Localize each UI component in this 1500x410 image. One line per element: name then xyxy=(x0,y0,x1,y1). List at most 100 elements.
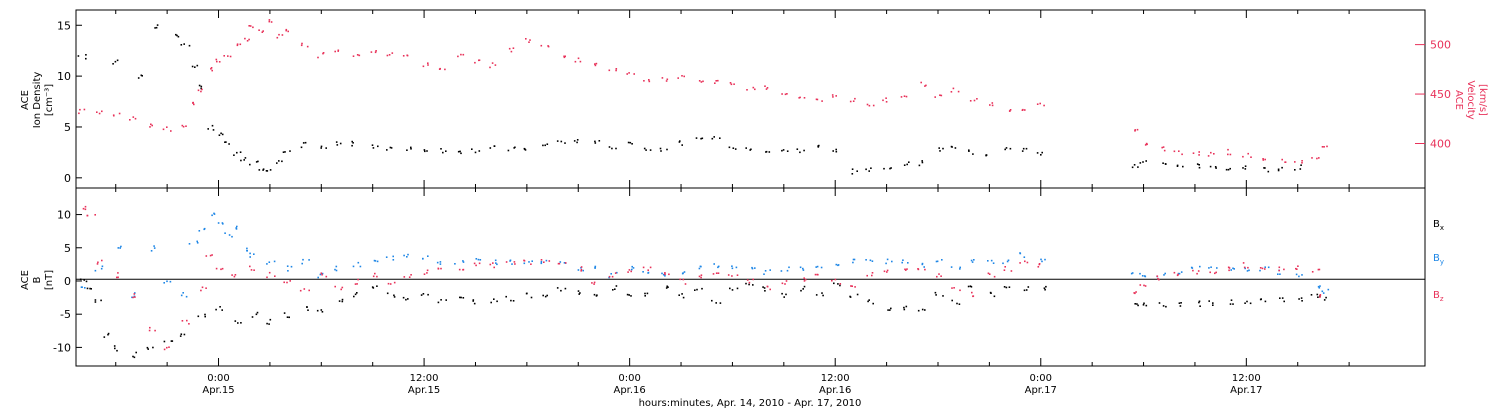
data-point-c0-s0 xyxy=(643,147,646,150)
data-point-c0-s1 xyxy=(151,124,153,127)
data-point-c1-s0 xyxy=(79,278,82,281)
top-left-tick-label: 10 xyxy=(57,70,71,83)
bottom-legend: Bx By Bz xyxy=(1433,219,1444,303)
data-point-c1-s2 xyxy=(437,267,440,270)
top-left-tick-label: 15 xyxy=(57,19,71,32)
data-point-c1-s0 xyxy=(1158,302,1161,304)
data-point-c0-s1 xyxy=(374,51,377,54)
data-point-c1-s0 xyxy=(856,293,859,296)
data-point-c1-s2 xyxy=(86,214,89,217)
data-point-c0-s0 xyxy=(666,148,668,151)
data-point-c1-s2 xyxy=(940,275,942,277)
data-point-c1-s2 xyxy=(682,278,685,281)
data-point-c1-s0 xyxy=(221,309,223,311)
data-point-c0-s0 xyxy=(1229,167,1231,170)
data-point-c1-s2 xyxy=(205,287,207,289)
data-point-c0-s1 xyxy=(352,55,355,57)
data-point-c0-s1 xyxy=(322,52,324,55)
data-point-c1-s1 xyxy=(273,260,276,263)
data-point-c0-s0 xyxy=(750,148,752,151)
data-point-c1-s1 xyxy=(1264,266,1266,268)
data-point-c0-s1 xyxy=(957,90,960,93)
data-point-c1-s0 xyxy=(1301,300,1303,302)
data-point-c1-s0 xyxy=(1044,288,1046,291)
data-point-c1-s2 xyxy=(101,259,103,262)
data-point-c1-s2 xyxy=(540,259,543,261)
data-point-c0-s0 xyxy=(611,147,613,150)
data-point-c0-s0 xyxy=(236,151,238,154)
data-point-c0-s1 xyxy=(715,80,717,82)
data-point-c0-s0 xyxy=(445,150,447,152)
data-point-c1-s1 xyxy=(1164,272,1166,275)
data-point-c0-s0 xyxy=(649,149,652,151)
data-point-c1-s2 xyxy=(299,289,302,292)
data-point-c0-s0 xyxy=(424,150,426,153)
data-point-c0-s1 xyxy=(925,84,927,87)
data-point-c1-s1 xyxy=(902,259,904,261)
data-point-c1-s0 xyxy=(338,300,341,302)
data-point-c0-s1 xyxy=(192,102,194,104)
data-point-c0-s0 xyxy=(176,34,178,37)
data-point-c0-s1 xyxy=(563,56,566,59)
data-point-c0-s0 xyxy=(372,147,375,149)
data-point-c1-s1 xyxy=(169,280,172,283)
data-point-c1-s0 xyxy=(667,286,669,288)
data-point-c1-s2 xyxy=(1319,296,1321,298)
data-point-c0-s0 xyxy=(371,144,374,146)
data-point-c0-s0 xyxy=(950,145,953,148)
data-point-c1-s0 xyxy=(371,286,374,288)
data-point-c1-s1 xyxy=(891,260,893,263)
bottom-panel-frame xyxy=(75,187,1426,367)
data-point-c1-s2 xyxy=(530,263,532,265)
data-point-c0-s0 xyxy=(460,152,462,155)
data-point-c0-s0 xyxy=(257,160,259,163)
data-point-c1-s2 xyxy=(748,281,751,284)
data-point-c1-s0 xyxy=(197,315,200,318)
data-point-c0-s0 xyxy=(921,160,923,162)
data-point-c1-s0 xyxy=(564,287,567,290)
data-point-c1-s1 xyxy=(403,254,405,257)
data-point-c0-s0 xyxy=(423,149,426,151)
data-point-c1-s1 xyxy=(885,262,887,265)
data-point-c1-s1 xyxy=(1244,267,1246,270)
data-point-c1-s2 xyxy=(1278,269,1280,272)
data-point-c1-s0 xyxy=(612,289,614,291)
data-point-c1-s0 xyxy=(440,299,442,301)
data-point-c0-s1 xyxy=(252,26,254,29)
data-point-c1-s0 xyxy=(94,301,97,303)
data-point-c1-s2 xyxy=(917,268,919,270)
data-point-c0-s1 xyxy=(356,54,359,56)
data-point-c1-s2 xyxy=(1297,265,1299,267)
data-point-c0-s1 xyxy=(170,130,172,132)
data-point-c1-s1 xyxy=(610,273,612,275)
data-point-c1-s1 xyxy=(816,265,819,268)
data-point-c1-s0 xyxy=(113,345,116,347)
data-point-c1-s2 xyxy=(1038,263,1041,266)
data-point-c0-s1 xyxy=(227,55,229,57)
data-point-c1-s1 xyxy=(681,272,684,275)
data-point-c1-s2 xyxy=(987,272,990,275)
data-point-c1-s1 xyxy=(717,266,719,269)
data-point-c1-s2 xyxy=(1278,266,1281,269)
data-point-c0-s1 xyxy=(98,112,101,115)
data-point-c0-s0 xyxy=(851,168,854,170)
data-point-c0-s0 xyxy=(627,141,630,144)
data-point-c0-s0 xyxy=(406,149,408,151)
data-point-c1-s2 xyxy=(149,326,151,329)
data-point-c0-s0 xyxy=(870,167,872,169)
data-point-c1-s0 xyxy=(731,289,734,291)
data-point-c1-s1 xyxy=(1144,275,1147,278)
x-tick-date: Apr.16 xyxy=(819,385,851,396)
data-point-c0-s1 xyxy=(1316,157,1318,160)
data-point-c1-s0 xyxy=(889,309,891,311)
data-point-c1-s0 xyxy=(868,299,870,301)
data-point-c1-s0 xyxy=(905,305,908,308)
data-point-c1-s0 xyxy=(306,306,308,308)
data-point-c0-s1 xyxy=(1008,110,1011,112)
data-point-c0-s0 xyxy=(137,77,140,79)
data-point-c0-s1 xyxy=(223,55,225,57)
data-point-c0-s0 xyxy=(1025,147,1028,150)
data-point-c1-s2 xyxy=(1010,270,1013,272)
data-point-c0-s0 xyxy=(224,141,226,143)
data-point-c1-s0 xyxy=(256,311,259,314)
